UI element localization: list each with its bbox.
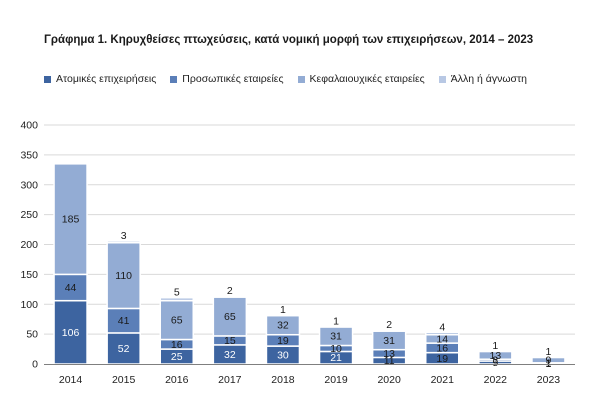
data-label: 9 [546,355,552,367]
data-label: 1 [333,315,339,327]
x-tick-label: 2017 [218,374,242,386]
bar-segment [371,329,407,332]
legend-item-capital-companies: Κεφαλαιουχικές εταιρείες [297,73,425,85]
x-tick-label: 2022 [484,374,508,386]
data-label: 15 [224,335,236,347]
data-label: 1 [280,304,286,316]
data-label: 44 [65,282,77,294]
data-label: 10 [330,343,342,355]
x-tick-label: 2015 [112,374,136,386]
bar-segment [159,299,194,341]
data-label: 5 [492,357,498,369]
data-label: 185 [62,214,80,226]
data-label: 52 [118,343,130,355]
bar-segment [212,296,248,337]
x-tick-label: 2020 [377,374,401,386]
y-tick-label: 50 [26,329,38,341]
legend-item-partnerships: Προσωπικές εταιρείες [170,73,284,85]
data-label: 1 [546,346,552,358]
data-label: 11 [384,355,395,367]
bar-segment [106,241,141,310]
data-label: 1 [492,340,498,352]
data-label: 2 [386,319,392,331]
bar-segment [318,325,354,328]
bar-segment [478,350,513,353]
y-tick-label: 300 [20,179,38,191]
legend-item-sole-proprietorships: Ατομικές επιχειρήσεις [44,73,156,85]
data-label: 32 [224,349,236,361]
data-label: 21 [330,352,342,364]
legend-label: Κεφαλαιουχικές εταιρείες [309,73,425,85]
y-tick-label: 400 [20,120,38,132]
legend-label: Άλλη ή άγνωστη [450,73,527,85]
bar-segment [106,240,141,244]
bar-segment [53,273,88,302]
data-label: 110 [115,270,132,282]
legend-swatch [44,75,51,83]
bar-segment [425,331,460,336]
bar-segment [53,163,88,276]
chart-title: Γράφημα 1. Κηρυχθείσες πτωχεύσεις, κατά … [44,34,534,46]
data-label: 13 [383,348,395,360]
data-label: 41 [118,315,130,327]
data-label: 30 [277,350,289,362]
data-label: 14 [436,333,448,345]
data-label: 31 [330,331,342,343]
legend-swatch [170,75,178,83]
data-label: 19 [277,335,289,347]
y-tick-label: 0 [32,359,38,371]
legend-swatch [297,75,305,83]
data-label: 16 [436,342,448,354]
x-tick-label: 2016 [165,374,189,386]
x-tick-label: 2023 [537,374,561,386]
data-label: 3 [492,355,498,367]
chart-legend: Ατομικές επιχειρήσεις Προσωπικές εταιρεί… [44,73,541,85]
x-tick-label: 2018 [271,374,295,386]
bar-segment [212,295,248,298]
data-label: 16 [171,339,183,351]
bar-segment [531,356,566,359]
y-tick-label: 250 [20,209,38,221]
data-label: 31 [383,335,395,347]
x-tick-label: 2019 [324,374,348,386]
data-label: 5 [174,287,180,299]
data-label: 19 [436,353,448,365]
legend-swatch [438,75,446,83]
data-label: 3 [121,230,127,242]
legend-label: Προσωπικές εταιρείες [182,73,284,85]
x-tick-label: 2014 [59,374,83,386]
data-label: 106 [62,327,80,339]
bar-segment [159,296,194,302]
data-label: 4 [439,321,445,333]
y-tick-label: 350 [20,149,38,161]
data-label: 65 [224,311,236,323]
legend-item-other-unknown: Άλλη ή άγνωστη [438,73,527,85]
data-label: 65 [171,315,183,327]
data-label: 25 [171,351,183,363]
x-tick-label: 2021 [431,374,455,386]
bar-segment [265,314,301,317]
data-label: 2 [227,285,233,297]
legend-label: Ατομικές επιχειρήσεις [56,73,157,85]
data-label: 32 [277,320,289,332]
y-tick-label: 200 [20,239,38,251]
y-tick-label: 100 [20,299,38,311]
data-label: 13 [490,350,502,362]
data-label: 1 [546,358,552,370]
y-tick-label: 150 [20,269,38,281]
